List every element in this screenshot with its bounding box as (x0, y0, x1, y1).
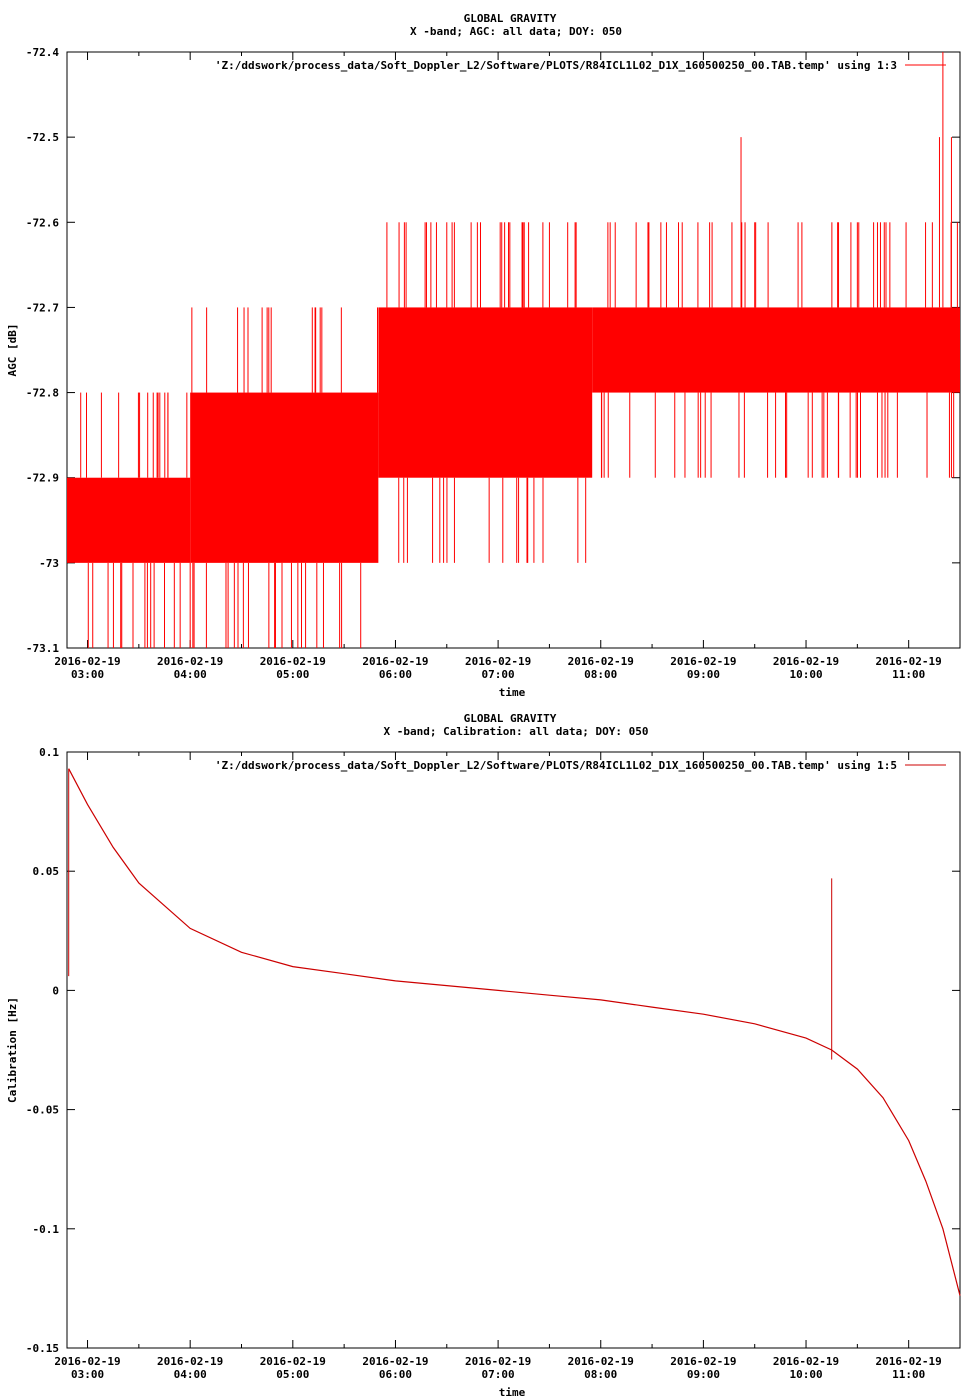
x-tick-date: 2016-02-19 (876, 655, 942, 668)
agc-band (592, 307, 960, 393)
x-tick-date: 2016-02-19 (773, 655, 839, 668)
x-tick-date: 2016-02-19 (157, 655, 223, 668)
x-tick-time: 07:00 (482, 668, 515, 681)
x-tick-time: 10:00 (789, 1368, 822, 1381)
chart1-title: GLOBAL GRAVITY (464, 12, 557, 25)
chart1-subtitle: X -band; AGC: all data; DOY: 050 (410, 25, 622, 38)
x-tick-date: 2016-02-19 (876, 1355, 942, 1368)
chart2-title: GLOBAL GRAVITY (464, 712, 557, 725)
chart2-legend-text: 'Z:/ddswork/process_data/Soft_Doppler_L2… (215, 759, 897, 772)
x-tick-date: 2016-02-19 (157, 1355, 223, 1368)
chart2-subtitle: X -band; Calibration: all data; DOY: 050 (384, 725, 649, 738)
x-tick-time: 09:00 (687, 1368, 720, 1381)
y-tick-label: -72.7 (26, 301, 59, 314)
x-tick-date: 2016-02-19 (362, 655, 428, 668)
x-tick-date: 2016-02-19 (568, 655, 634, 668)
x-tick-date: 2016-02-19 (260, 1355, 326, 1368)
y-tick-label: -72.5 (26, 131, 59, 144)
x-tick-date: 2016-02-19 (568, 1355, 634, 1368)
chart2-frame (66, 751, 961, 1349)
agc-band (378, 307, 593, 478)
y-tick-label: -73.1 (26, 642, 59, 655)
x-tick-time: 07:00 (482, 1368, 515, 1381)
x-tick-time: 04:00 (174, 1368, 207, 1381)
x-tick-time: 03:00 (71, 1368, 104, 1381)
y-tick-label: -0.1 (33, 1223, 60, 1236)
chart1-legend-text: 'Z:/ddswork/process_data/Soft_Doppler_L2… (215, 59, 897, 72)
x-tick-time: 03:00 (71, 668, 104, 681)
x-tick-time: 08:00 (584, 668, 617, 681)
x-tick-date: 2016-02-19 (54, 1355, 120, 1368)
chart2-ylabel: Calibration [Hz] (6, 997, 19, 1103)
x-tick-time: 05:00 (276, 668, 309, 681)
chart1-ylabel: AGC [dB] (6, 324, 19, 377)
x-tick-time: 10:00 (789, 668, 822, 681)
x-tick-date: 2016-02-19 (773, 1355, 839, 1368)
x-tick-date: 2016-02-19 (465, 655, 531, 668)
chart1-xlabel: time (499, 686, 526, 699)
x-tick-time: 06:00 (379, 1368, 412, 1381)
x-tick-time: 05:00 (276, 1368, 309, 1381)
y-tick-label: -0.05 (26, 1104, 59, 1117)
y-tick-label: -0.15 (26, 1342, 59, 1355)
y-tick-label: 0 (52, 984, 59, 997)
y-tick-label: -73 (39, 557, 59, 570)
x-tick-date: 2016-02-19 (54, 655, 120, 668)
chart1-plot-area: -72.4-72.5-72.6-72.7-72.8-72.9-73-73.120… (26, 46, 961, 681)
x-tick-date: 2016-02-19 (362, 1355, 428, 1368)
y-tick-label: -72.4 (26, 46, 59, 59)
x-tick-time: 06:00 (379, 668, 412, 681)
x-tick-time: 09:00 (687, 668, 720, 681)
y-tick-label: -72.6 (26, 216, 59, 229)
x-tick-date: 2016-02-19 (465, 1355, 531, 1368)
x-tick-date: 2016-02-19 (670, 1355, 736, 1368)
chart2-plot-area: 0.10.050-0.05-0.1-0.152016-02-1903:00201… (26, 746, 961, 1381)
x-tick-date: 2016-02-19 (670, 655, 736, 668)
y-tick-label: -72.8 (26, 387, 59, 400)
x-tick-time: 08:00 (584, 1368, 617, 1381)
chart2-xlabel: time (499, 1386, 526, 1399)
x-tick-time: 11:00 (892, 668, 925, 681)
y-tick-label: -72.9 (26, 472, 59, 485)
y-tick-label: 0.1 (39, 746, 59, 759)
x-tick-time: 04:00 (174, 668, 207, 681)
calibration-line (68, 768, 961, 1296)
x-tick-time: 11:00 (892, 1368, 925, 1381)
agc-band (190, 392, 379, 563)
x-tick-date: 2016-02-19 (260, 655, 326, 668)
agc-band (67, 477, 191, 563)
y-tick-label: 0.05 (33, 865, 60, 878)
